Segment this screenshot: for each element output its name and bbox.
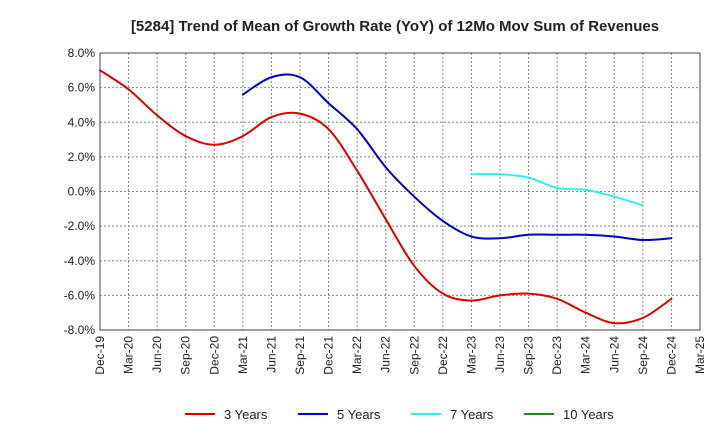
y-tick-label: -8.0%	[64, 323, 96, 337]
y-tick-label: -6.0%	[64, 288, 96, 302]
x-tick-label: Sep-23	[522, 336, 536, 375]
x-tick-label: Mar-21	[236, 336, 250, 374]
legend: 3 Years 5 Years 7 Years 10 Years	[185, 407, 614, 422]
x-tick-label: Mar-23	[464, 336, 478, 374]
x-tick-label: Mar-20	[122, 336, 136, 374]
chart-title: [5284] Trend of Mean of Growth Rate (YoY…	[131, 18, 659, 35]
grid	[99, 52, 701, 331]
x-tick-label: Mar-25	[693, 336, 707, 374]
legend-label-7-years: 7 Years	[450, 407, 494, 422]
y-tick-label: 4.0%	[68, 115, 96, 129]
x-tick-label: Dec-21	[322, 336, 336, 375]
plot-frame	[99, 52, 701, 331]
y-axis-tick-labels: 8.0% 6.0% 4.0% 2.0% 0.0% -2.0% -4.0% -6.0% -8.0%	[64, 46, 96, 337]
series-line-5-years	[241, 73, 673, 241]
y-tick-label: -4.0%	[64, 254, 96, 268]
x-tick-label: Mar-24	[579, 336, 593, 374]
y-tick-label: 0.0%	[68, 185, 96, 199]
series-lines	[99, 69, 673, 325]
x-tick-label: Sep-22	[407, 336, 421, 375]
x-tick-label: Dec-19	[93, 336, 107, 375]
x-tick-label: Dec-22	[436, 336, 450, 375]
series-line-3-years	[99, 69, 673, 325]
x-axis-tick-labels: Dec-19 Mar-20 Jun-20 Sep-20 Dec-20 Mar-21 Jun-…	[93, 336, 707, 375]
x-tick-label: Jun-20	[150, 336, 164, 373]
legend-label-5-years: 5 Years	[337, 407, 381, 422]
y-tick-label: 8.0%	[68, 46, 96, 60]
y-tick-label: 2.0%	[68, 150, 96, 164]
series-line-7-years	[470, 172, 644, 207]
legend-label-3-years: 3 Years	[224, 407, 268, 422]
x-tick-label: Sep-24	[636, 336, 650, 375]
x-tick-label: Sep-20	[179, 336, 193, 375]
x-tick-label: Jun-22	[379, 336, 393, 373]
x-tick-label: Mar-22	[350, 336, 364, 374]
x-tick-label: Jun-21	[264, 336, 278, 373]
legend-label-10-years: 10 Years	[563, 407, 614, 422]
x-tick-label: Sep-21	[293, 336, 307, 375]
x-tick-label: Dec-20	[207, 336, 221, 375]
x-tick-label: Dec-23	[550, 336, 564, 375]
y-tick-label: 6.0%	[68, 81, 96, 95]
x-tick-label: Dec-24	[664, 336, 678, 375]
x-tick-label: Jun-24	[607, 336, 621, 373]
y-tick-label: -2.0%	[64, 219, 96, 233]
x-tick-label: Jun-23	[493, 336, 507, 373]
